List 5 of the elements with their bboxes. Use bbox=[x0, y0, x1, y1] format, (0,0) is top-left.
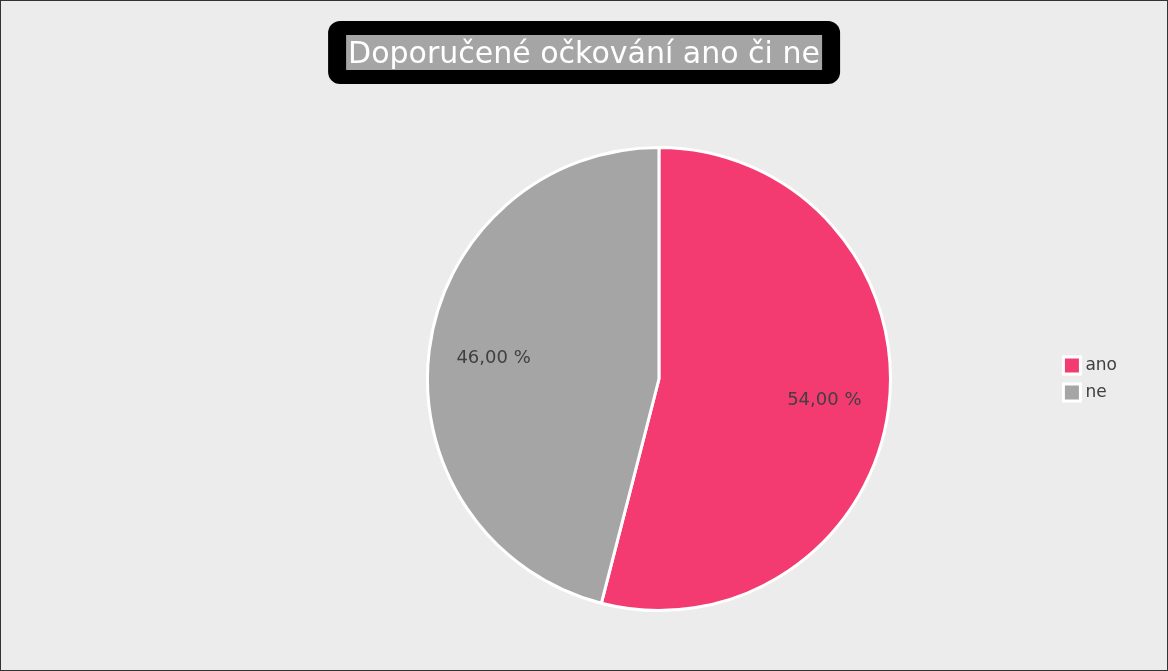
data-label: 46,00 % bbox=[456, 345, 531, 367]
chart-title: Doporučené očkování ano či ne bbox=[346, 35, 822, 70]
legend-label: ano bbox=[1085, 353, 1117, 374]
data-label: 54,00 % bbox=[787, 387, 862, 409]
legend-label: ne bbox=[1085, 380, 1107, 401]
